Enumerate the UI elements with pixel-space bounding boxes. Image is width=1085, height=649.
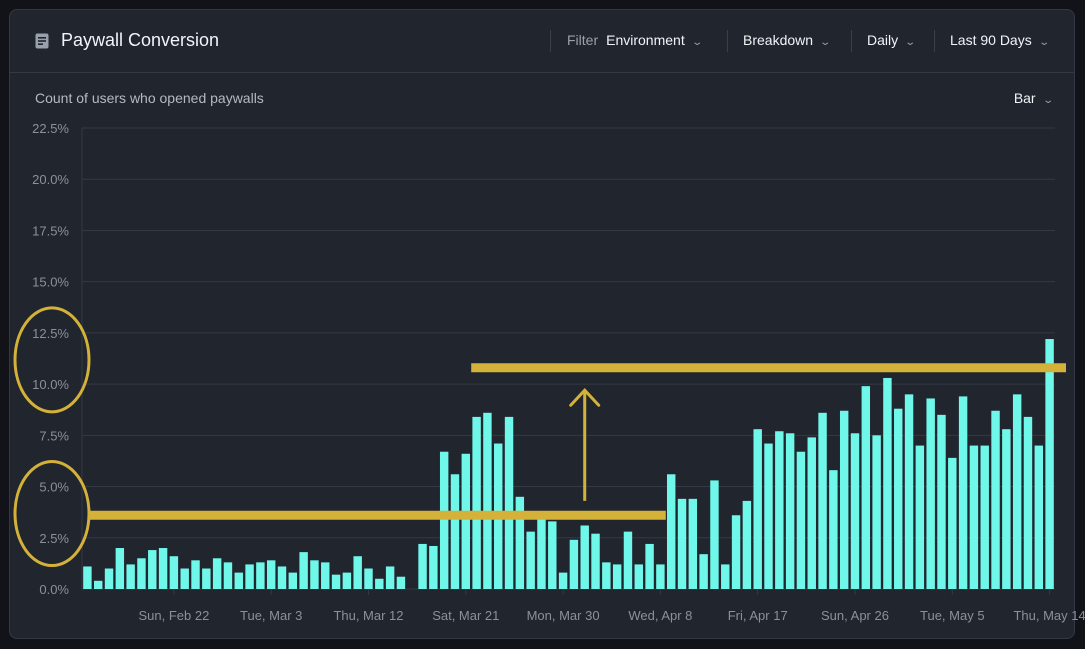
breakdown-dropdown[interactable]: Breakdown ⌄: [743, 32, 832, 48]
chart-card: Paywall Conversion Filter Environment ⌄ Br…: [9, 9, 1075, 639]
card-header: Paywall Conversion Filter Environment ⌄ Br…: [10, 10, 1074, 73]
header-divider: [851, 30, 852, 52]
chart-type-dropdown[interactable]: Bar ⌄: [1013, 90, 1054, 106]
chart-subtitle: Count of users who opened paywalls: [35, 90, 264, 106]
interval-label: Daily: [867, 32, 899, 48]
header-divider: [727, 30, 728, 52]
document-icon: [35, 33, 49, 49]
chart-type-label: Bar: [1013, 90, 1036, 106]
header-divider: [550, 30, 551, 52]
date-range-dropdown[interactable]: Last 90 Days ⌄: [950, 32, 1050, 48]
interval-dropdown[interactable]: Daily ⌄: [867, 32, 917, 48]
environment-filter[interactable]: Filter Environment ⌄: [567, 32, 703, 48]
date-range-label: Last 90 Days: [950, 32, 1032, 48]
chevron-down-icon: ⌄: [1038, 37, 1050, 48]
chevron-down-icon: ⌄: [1041, 95, 1054, 106]
page-title: Paywall Conversion: [61, 30, 220, 50]
chevron-down-icon: ⌄: [691, 37, 703, 48]
breakdown-label: Breakdown: [743, 32, 814, 48]
environment-label: Environment: [606, 32, 685, 48]
filter-label: Filter: [567, 32, 599, 48]
header-divider: [934, 30, 935, 52]
chevron-down-icon: ⌄: [904, 37, 917, 48]
chevron-down-icon: ⌄: [819, 37, 832, 48]
